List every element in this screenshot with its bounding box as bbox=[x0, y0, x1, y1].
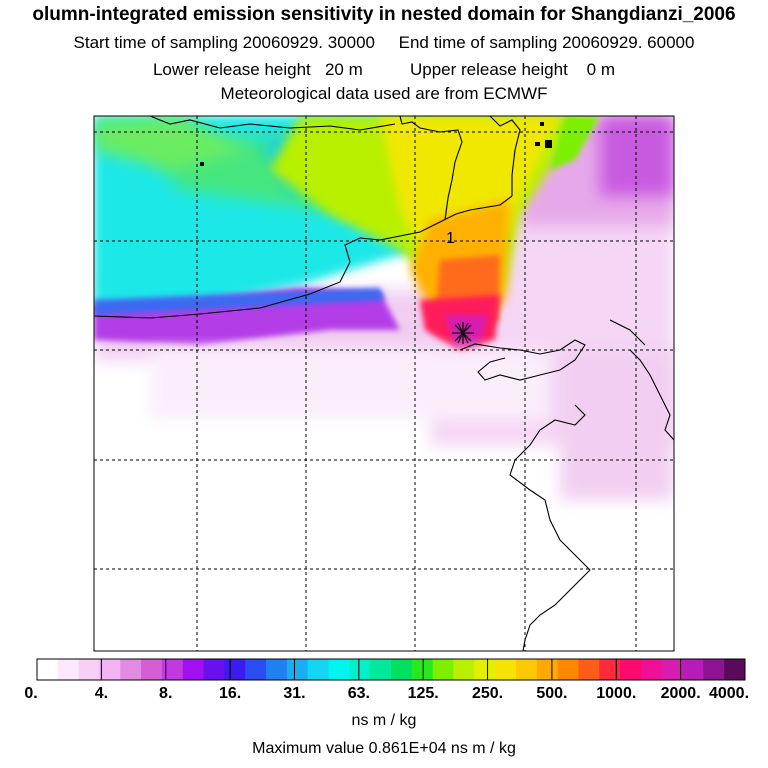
colorbar-tick-label: 1000. bbox=[596, 685, 637, 702]
colorbar-swatch bbox=[536, 659, 559, 680]
colorbar-swatch bbox=[453, 659, 475, 680]
colorbar-swatch bbox=[724, 659, 746, 680]
receptor-marker bbox=[452, 322, 474, 344]
colorbar-swatch bbox=[286, 659, 309, 680]
sampling-time-line: Start time of sampling 20060929. 30000 E… bbox=[73, 33, 695, 52]
colorbar-tick-label: 0. bbox=[24, 685, 38, 702]
colorbar-swatch bbox=[203, 659, 225, 680]
colorbar-swatch bbox=[661, 659, 684, 680]
maximum-value-label: Maximum value 0.861E+04 ns m / kg bbox=[252, 740, 516, 757]
colorbar-tick-label: 125. bbox=[407, 685, 439, 702]
colorbar-swatch bbox=[370, 659, 392, 680]
colorbar-swatch bbox=[349, 659, 371, 680]
colorbar-tick-label: 16. bbox=[218, 685, 242, 702]
colorbar-tick-label: 8. bbox=[159, 685, 173, 702]
colorbar-tick-label: 4. bbox=[94, 685, 109, 702]
colorbar-swatch bbox=[78, 659, 100, 680]
colorbar-swatch bbox=[515, 659, 538, 680]
release-height-line: Lower release height 20 m Upper release … bbox=[152, 60, 616, 79]
colorbar-tick-label: 63. bbox=[347, 685, 370, 702]
coastlines bbox=[93, 115, 675, 652]
colorbar-swatch bbox=[245, 659, 267, 680]
colorbar-swatch bbox=[682, 659, 704, 680]
colorbar-swatch bbox=[224, 659, 246, 680]
colorbar-units: ns m / kg bbox=[351, 712, 417, 729]
colorbar-swatch bbox=[57, 659, 80, 680]
colorbar-swatch bbox=[266, 659, 288, 680]
colorbar-swatch bbox=[37, 659, 59, 680]
colorbar-swatch bbox=[307, 659, 330, 680]
sensitivity-field bbox=[94, 116, 674, 651]
colorbar-swatch bbox=[474, 659, 496, 680]
colorbar-swatch bbox=[99, 659, 121, 680]
colorbar-swatch bbox=[161, 659, 184, 680]
colorbar-swatch bbox=[557, 659, 579, 680]
colorbar-swatch bbox=[703, 659, 725, 680]
colorbar-frame bbox=[36, 658, 746, 681]
colorbar-tick-label: 500. bbox=[536, 685, 568, 702]
colorbar bbox=[36, 658, 746, 681]
colorbar-swatch bbox=[620, 659, 642, 680]
colorbar-swatch bbox=[182, 659, 205, 680]
colorbar-tick-label: 4000. bbox=[708, 685, 750, 702]
met-data-line: Meteorological data used are from ECMWF bbox=[220, 84, 548, 103]
colorbar-swatch bbox=[640, 659, 663, 680]
colorbar-swatch bbox=[141, 659, 163, 680]
colorbar-swatch bbox=[411, 659, 434, 680]
map-gridlines bbox=[94, 116, 674, 651]
contour-label: 1 bbox=[446, 230, 455, 247]
plot-title: olumn-integrated emission sensitivity in… bbox=[32, 4, 736, 25]
island-markers bbox=[200, 122, 552, 166]
colorbar-swatch bbox=[120, 659, 142, 680]
map-frame bbox=[93, 115, 675, 652]
colorbar-swatch bbox=[328, 659, 350, 680]
colorbar-swatch bbox=[391, 659, 413, 680]
colorbar-swatch bbox=[599, 659, 621, 680]
colorbar-swatch bbox=[432, 659, 454, 680]
colorbar-swatch bbox=[495, 659, 517, 680]
colorbar-tick-label: 250. bbox=[471, 685, 504, 702]
colorbar-tick-label: 2000. bbox=[660, 685, 701, 702]
colorbar-swatch bbox=[578, 659, 600, 680]
colorbar-tick-label: 31. bbox=[283, 685, 306, 702]
